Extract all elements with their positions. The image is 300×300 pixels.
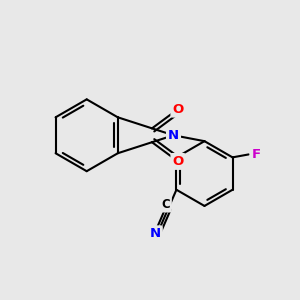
Text: C: C: [162, 198, 170, 211]
Text: N: N: [168, 129, 179, 142]
Text: O: O: [172, 103, 184, 116]
Text: N: N: [150, 227, 161, 240]
Text: F: F: [251, 148, 261, 161]
Text: O: O: [172, 155, 184, 168]
